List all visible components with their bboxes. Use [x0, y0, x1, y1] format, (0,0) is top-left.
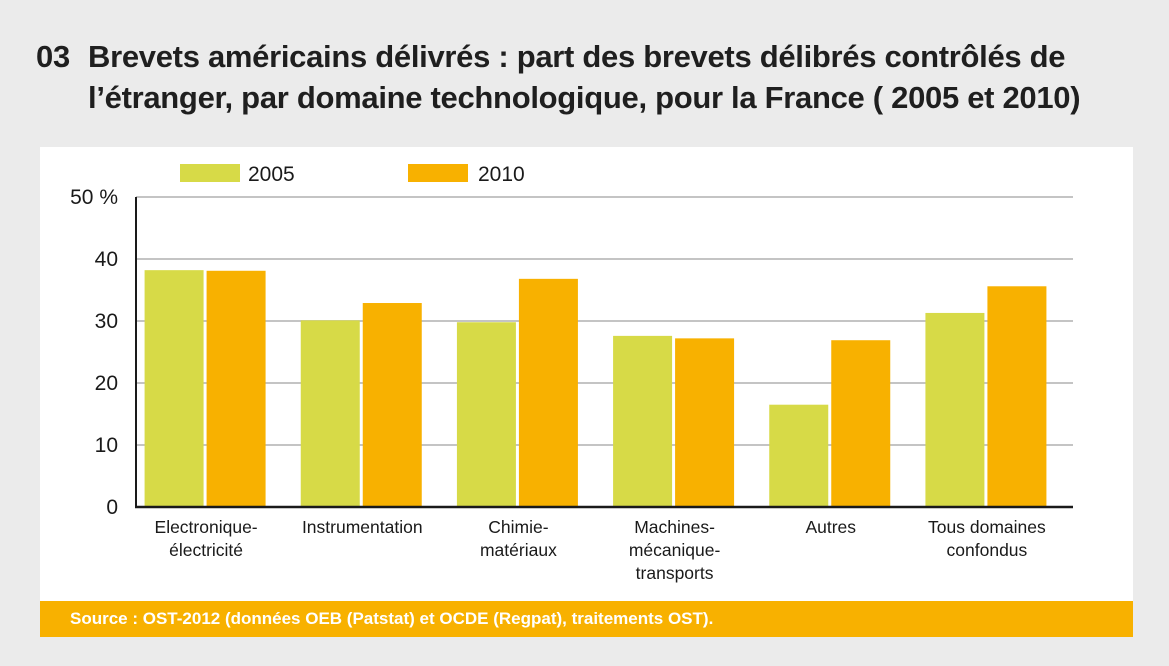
- bar-2005: [144, 270, 204, 507]
- x-category-label: Autres: [805, 517, 856, 537]
- x-label-line: mécanique-: [629, 540, 721, 560]
- y-tick-labels: 0 10 20 30 40 50 %: [70, 186, 118, 519]
- x-label-line: matériaux: [480, 540, 557, 560]
- y-tick-label: 40: [95, 248, 118, 271]
- bar-2010: [518, 278, 578, 507]
- x-category-label: Instrumentation: [302, 517, 423, 537]
- legend-swatch-2005: [180, 164, 240, 182]
- legend-label-2010: 2010: [478, 163, 525, 186]
- axes: [135, 197, 1073, 509]
- bar-2005: [769, 404, 829, 507]
- x-label-line: Electronique-: [155, 517, 258, 537]
- x-label-line: Machines-: [634, 517, 715, 537]
- y-tick-label: 10: [95, 434, 118, 457]
- bar-2010: [987, 286, 1047, 507]
- chart-title: 03 Brevets américains délivrés : part de…: [36, 36, 1146, 118]
- title-text: Brevets américains délivrés : part des b…: [88, 36, 1146, 118]
- bar-2010: [206, 270, 266, 507]
- bar-2005: [613, 335, 673, 507]
- x-category-label: Machines-mécanique-transports: [629, 517, 721, 583]
- bar-2010: [675, 338, 735, 507]
- x-label-line: Instrumentation: [302, 517, 423, 537]
- x-label-line: Tous domaines: [928, 517, 1046, 537]
- y-tick-label: 50 %: [70, 186, 118, 209]
- x-category-label: Electronique-électricité: [155, 517, 258, 560]
- bars: [144, 270, 1047, 507]
- bar-2010: [831, 340, 891, 507]
- x-label-line: Autres: [805, 517, 856, 537]
- x-category-label: Chimie-matériaux: [480, 517, 557, 560]
- bar-2005: [456, 322, 516, 507]
- x-label-line: confondus: [947, 540, 1028, 560]
- bar-2005: [925, 312, 985, 507]
- legend: 2005 2010: [180, 163, 525, 186]
- y-tick-label: 30: [95, 310, 118, 333]
- y-tick-label: 20: [95, 372, 118, 395]
- x-label-line: Chimie-: [488, 517, 548, 537]
- title-line-1: Brevets américains délivrés : part des b…: [88, 39, 1066, 74]
- bar-2010: [362, 303, 422, 507]
- y-tick-label: 0: [106, 496, 118, 519]
- x-label-line: transports: [636, 563, 714, 583]
- source-note: Source : OST-2012 (données OEB (Patstat)…: [40, 601, 1133, 637]
- gridlines: [136, 196, 1073, 446]
- bar-2005: [300, 320, 360, 507]
- x-label-line: électricité: [169, 540, 243, 560]
- x-category-label: Tous domaines confondus: [928, 517, 1046, 560]
- title-line-2: l’étranger, par domaine technologique, p…: [88, 80, 1081, 115]
- legend-label-2005: 2005: [248, 163, 295, 186]
- x-category-labels: Electronique-électricité Instrumentation C…: [155, 517, 1046, 583]
- legend-swatch-2010: [408, 164, 468, 182]
- figure-number: 03: [36, 39, 70, 74]
